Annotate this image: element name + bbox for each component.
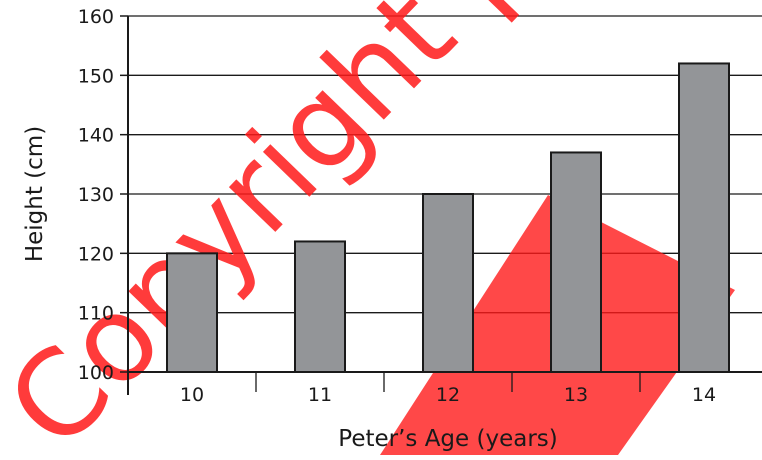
x-tick-label: 14 — [692, 384, 716, 406]
y-tick-label: 150 — [78, 65, 114, 87]
x-tick-label: 13 — [564, 384, 588, 406]
bar-age-11 — [294, 240, 346, 373]
axes — [127, 16, 762, 395]
bar-age-10 — [166, 252, 218, 373]
y-tick-label: 120 — [78, 243, 114, 265]
bar-age-13 — [550, 151, 602, 373]
bar-age-12 — [422, 193, 474, 373]
x-tick-labels: 10 11 12 13 14 — [180, 372, 716, 406]
x-tick-label: 10 — [180, 384, 204, 406]
y-axis-label: Height (cm) — [22, 126, 48, 262]
x-tick-label: 11 — [308, 384, 332, 406]
y-tick-label: 160 — [78, 6, 114, 28]
x-axis-label: Peter’s Age (years) — [338, 426, 557, 452]
x-tick-label: 12 — [436, 384, 460, 406]
y-tick-label: 110 — [78, 303, 114, 325]
bars — [166, 62, 730, 373]
y-tick-label: 130 — [78, 184, 114, 206]
y-tick-labels: 100 110 120 130 140 150 160 — [78, 6, 128, 384]
y-tick-label: 140 — [78, 125, 114, 147]
bar-age-14 — [678, 62, 730, 373]
y-tick-label: 100 — [78, 362, 114, 384]
